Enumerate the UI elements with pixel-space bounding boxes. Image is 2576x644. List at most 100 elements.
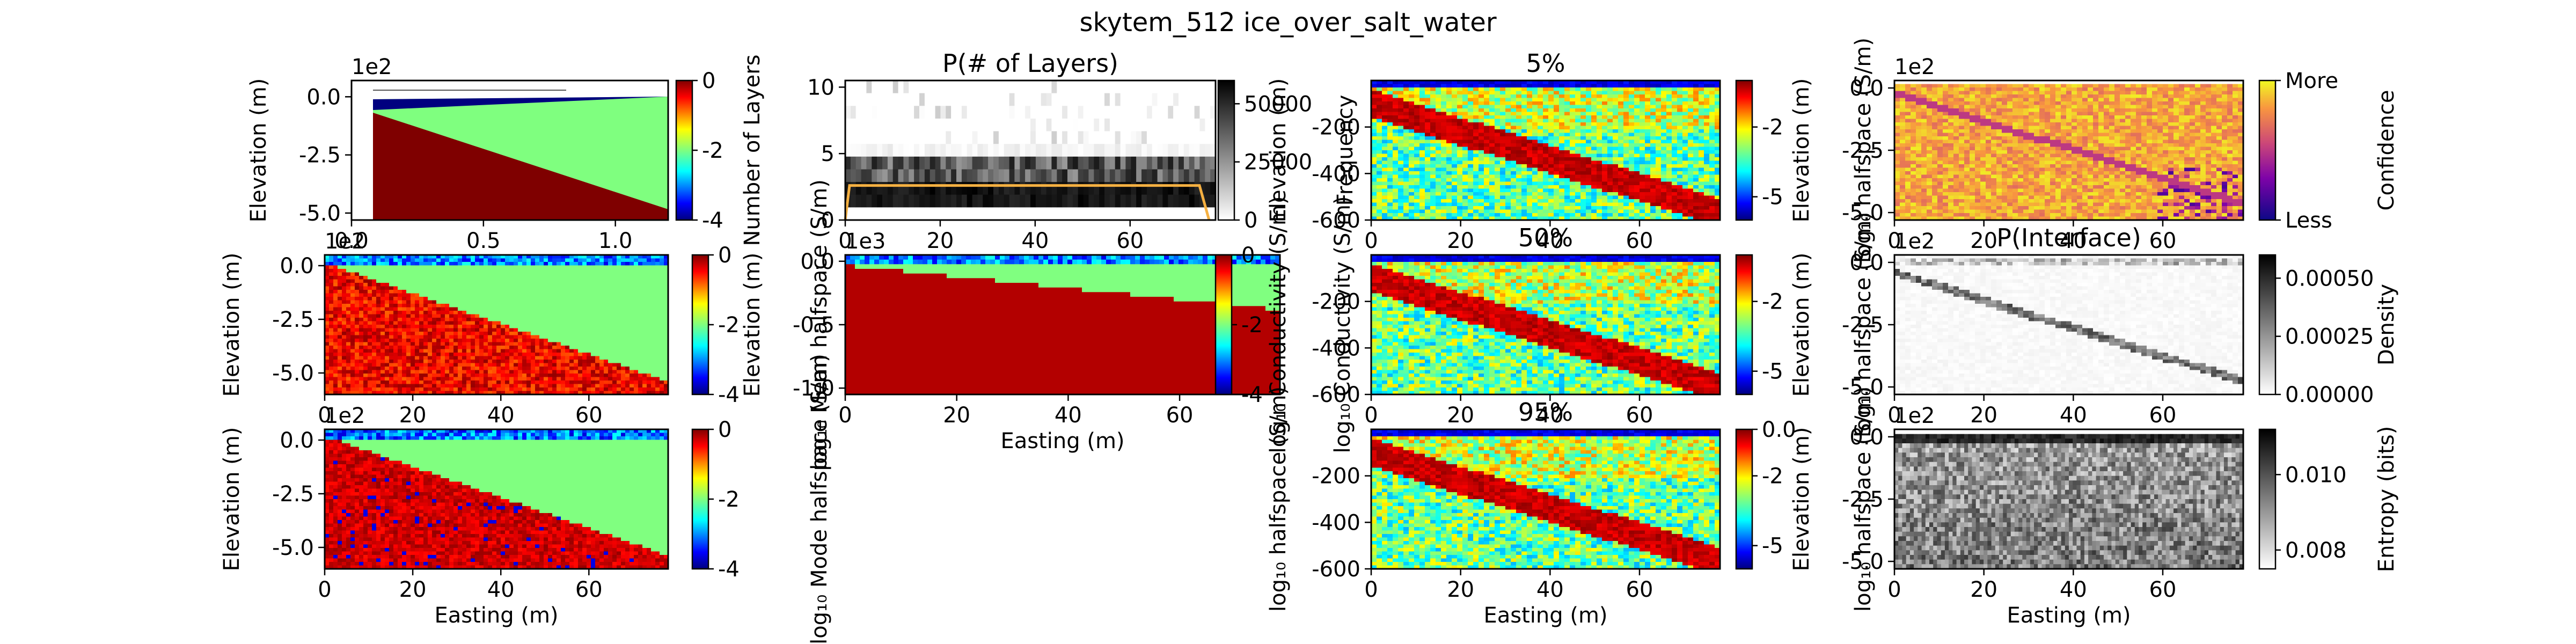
p95-xtick-label: 20 [1447,577,1474,602]
model-colorbar-tick-label: -2 [702,138,723,163]
confidence-colorbar-tick-label: More [2285,69,2338,93]
mean-colorbar [692,255,708,394]
n_layers-colorbar [1218,80,1234,220]
mean-colorbar-tick-label: 0 [718,243,731,268]
entropy-xtick-label: 60 [2149,577,2177,602]
model-ytick-label: 0.0 [306,85,341,109]
mode-ytick-label: -5.0 [272,536,314,560]
n_layers-ytick-label: 5 [821,142,835,166]
p50-xtick-label: 60 [1626,403,1653,428]
figure-title: skytem_512 ice_over_salt_water [1079,8,1496,38]
n_layers-ytick-label: 10 [807,75,835,100]
confidence-colorbar [2259,80,2275,220]
p95-image [1371,429,1721,569]
model-colorbar-tick-label: -4 [702,208,723,233]
conductivity-ylabel: Elevation (m) [740,253,765,397]
p5-title: 5% [1526,49,1565,78]
p95-title: 95% [1518,398,1573,427]
model-ytick-label: -5.0 [299,201,341,226]
confidence-ytick-label: -2.5 [1842,138,1884,163]
mean-ytick-label: -2.5 [272,308,314,332]
entropy-xtick-label: 40 [2060,577,2087,602]
mode-xlabel: Easting (m) [434,603,558,628]
p95-colorbar-tick-label: -5 [1762,534,1783,559]
p5-xtick-label: 20 [1447,229,1474,253]
entropy-colorbar [2259,429,2275,569]
p95-ytick-label: -400 [1312,510,1360,535]
confidence-image [1894,80,2244,221]
interface-y-offset: 1e2 [1894,229,1935,254]
mode-image [325,429,669,569]
mean-colorbar-tick-label: -4 [718,383,740,407]
model-ylabel: Elevation (m) [246,78,271,223]
mode-xtick-label: 20 [399,577,427,602]
interface-ytick-label: 0.0 [1849,251,1884,275]
p5-colorbar-tick-label: -2 [1762,115,1783,140]
n_layers-xtick-label: 40 [1021,229,1049,253]
mean-xtick-label: 60 [575,403,603,428]
mode-colorbar [692,429,708,569]
mode-ylabel: Elevation (m) [219,427,244,572]
interface-image [1894,255,2244,395]
p95-colorbar [1736,429,1752,569]
confidence-y-offset: 1e2 [1894,55,1935,79]
model-xtick-label: 1.0 [598,229,633,253]
p50-ytick-label: -400 [1312,336,1360,361]
mode-ytick-label: -2.5 [272,482,314,507]
p95-xtick-label: 0 [1364,577,1378,602]
entropy-xlabel: Easting (m) [2007,603,2131,628]
entropy-ytick-label: -2.5 [1842,487,1884,512]
mean-ylabel: Elevation (m) [219,253,244,397]
mean-ytick-label: 0.0 [280,254,314,279]
entropy-xtick-label: 0 [1887,577,1901,602]
p95-ytick-label: -200 [1312,464,1360,489]
confidence-xtick-label: 20 [1970,229,1997,253]
n_layers-colorbar-label: Frequency [1333,95,1358,206]
p50-xtick-label: 0 [1364,403,1378,428]
mode-xtick-label: 0 [318,577,331,602]
interface-colorbar-tick-label: 0.00025 [2285,325,2374,349]
mode-xtick-label: 60 [575,577,603,602]
conductivity-y-offset: 1e3 [845,229,886,254]
interface-title: P(Interface) [1996,223,2141,252]
p5-colorbar-tick-label: -5 [1762,185,1783,210]
mean-xtick-label: 20 [399,403,427,428]
p95-xtick-label: 40 [1536,577,1564,602]
n_layers-colorbar-tick-label: 0 [1244,208,1257,233]
p50-ytick-label: -600 [1312,383,1360,407]
p50-colorbar-tick-label: -2 [1762,290,1783,314]
mean-ytick-label: -5.0 [272,361,314,386]
p5-ytick-label: -200 [1312,115,1360,140]
mean-y-offset: 1e2 [325,229,365,254]
n_layers-image [845,80,1216,221]
model-xtick-label: 0.5 [466,229,501,253]
confidence-ylabel: Elevation (m) [1789,78,1814,223]
model-colorbar [676,80,692,220]
p95-xlabel: Easting (m) [1483,603,1607,628]
p50-image [1371,255,1721,395]
mode-colorbar-tick-label: -2 [718,487,740,512]
confidence-ytick-label: 0.0 [1849,76,1884,101]
mode-colorbar-tick-label: 0 [718,418,731,442]
mean-image [325,255,669,395]
model-ytick-label: -2.5 [299,143,341,168]
p50-title: 50% [1518,223,1573,252]
p5-ytick-label: -400 [1312,162,1360,186]
entropy-y-offset: 1e2 [1894,404,1935,428]
mode-colorbar-label: log₁₀ Mode halfspace (S/m) [807,354,832,644]
interface-colorbar-label: Density [2374,284,2399,365]
mean-xtick-label: 40 [487,403,515,428]
conductivity-xtick-label: 0 [838,403,852,428]
interface-xtick-label: 40 [2060,403,2087,428]
model-y-offset: 1e2 [352,55,392,79]
n_layers-ylabel: Number of Layers [740,54,765,246]
interface-xtick-label: 60 [2149,403,2177,428]
mode-colorbar-tick-label: -4 [718,557,740,582]
mean-colorbar-tick-label: -2 [718,313,740,338]
p50-colorbar-tick-label: -5 [1762,360,1783,384]
entropy-image [1894,429,2244,569]
